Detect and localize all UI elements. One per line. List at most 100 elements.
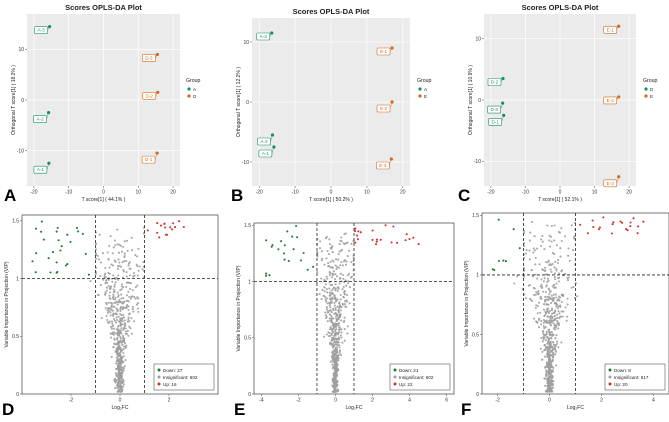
data-point: [123, 260, 126, 263]
data-point: [328, 317, 331, 320]
data-point: [543, 303, 546, 306]
data-point: [554, 349, 557, 352]
data-point: [555, 313, 559, 316]
data-point: [96, 254, 99, 257]
data-point: [338, 282, 341, 285]
data-point: [332, 287, 335, 290]
data-point: [544, 299, 547, 302]
point-label-box: [376, 104, 391, 113]
data-point: [540, 238, 543, 241]
data-point: [540, 297, 543, 300]
data-point: [337, 318, 340, 321]
point-label-box: [488, 118, 502, 126]
data-point: [550, 270, 553, 273]
data-point: [322, 294, 325, 297]
data-point: [337, 309, 340, 312]
x-tick-label: 4: [408, 398, 411, 404]
data-point: [331, 298, 334, 301]
data-point: [59, 249, 62, 252]
data-point: [109, 235, 112, 238]
data-point: [331, 363, 334, 366]
data-point: [60, 245, 63, 248]
data-point: [555, 364, 558, 367]
data-point: [571, 249, 575, 252]
data-point: [513, 282, 516, 285]
label-leader: [616, 96, 619, 101]
data-point: [120, 389, 124, 393]
x-tick-label: 0: [559, 190, 562, 196]
data-point: [565, 319, 568, 322]
panel-label: B: [231, 186, 243, 205]
legend-title: Group: [417, 78, 432, 84]
data-point: [109, 285, 112, 288]
data-point: [544, 326, 547, 329]
data-point: [130, 332, 133, 335]
data-point: [343, 328, 346, 331]
data-point: [337, 324, 340, 327]
data-point: [549, 366, 552, 369]
data-point: [115, 316, 118, 319]
data-point: [328, 294, 331, 297]
x-tick-label: -20: [30, 190, 37, 196]
data-point: [94, 248, 98, 251]
x-tick-label: -2: [495, 398, 500, 404]
data-point: [107, 311, 110, 314]
data-point: [346, 325, 349, 328]
data-point: [174, 226, 177, 229]
data-point: [550, 309, 554, 312]
x-tick-label: -20: [487, 190, 494, 196]
data-point: [118, 300, 121, 303]
data-point: [319, 240, 322, 243]
data-point: [123, 340, 126, 343]
data-point: [617, 175, 621, 179]
data-point: [110, 327, 113, 330]
data-point: [339, 354, 342, 357]
data-point: [331, 284, 334, 287]
data-point: [592, 225, 595, 229]
data-point: [548, 363, 551, 366]
data-point: [536, 292, 539, 295]
data-point: [113, 319, 117, 322]
data-point: [371, 238, 374, 241]
data-point: [87, 273, 90, 276]
data-point: [325, 333, 328, 336]
data-point: [105, 301, 108, 304]
data-point: [115, 313, 118, 316]
label-leader: [47, 26, 50, 31]
data-point: [117, 258, 120, 261]
data-point: [334, 329, 337, 332]
data-point: [119, 379, 122, 382]
legend-box: [153, 363, 215, 391]
data-point: [114, 377, 117, 380]
data-point: [124, 359, 127, 362]
data-point: [318, 293, 321, 296]
data-point: [337, 266, 340, 269]
data-point: [265, 274, 268, 277]
data-point: [541, 350, 544, 353]
data-point: [547, 367, 550, 370]
data-point: [333, 390, 337, 393]
data-point: [535, 304, 538, 307]
data-point: [122, 285, 125, 289]
legend-marker: [608, 368, 612, 372]
data-point: [335, 319, 338, 322]
data-point: [114, 332, 118, 335]
label-leader: [389, 158, 392, 166]
data-point: [330, 339, 333, 342]
data-point: [335, 268, 338, 271]
data-point: [123, 324, 127, 327]
data-point: [342, 295, 345, 298]
data-point: [550, 240, 553, 243]
data-point: [128, 261, 131, 264]
data-point: [119, 388, 122, 391]
data-point: [329, 326, 332, 329]
data-point: [629, 225, 632, 228]
data-point: [117, 329, 120, 332]
data-point: [115, 362, 118, 365]
data-point: [541, 286, 544, 290]
data-point: [491, 268, 494, 271]
data-point: [334, 264, 337, 267]
point-label-box: [142, 54, 156, 62]
data-point: [330, 311, 333, 314]
data-point: [122, 351, 125, 355]
